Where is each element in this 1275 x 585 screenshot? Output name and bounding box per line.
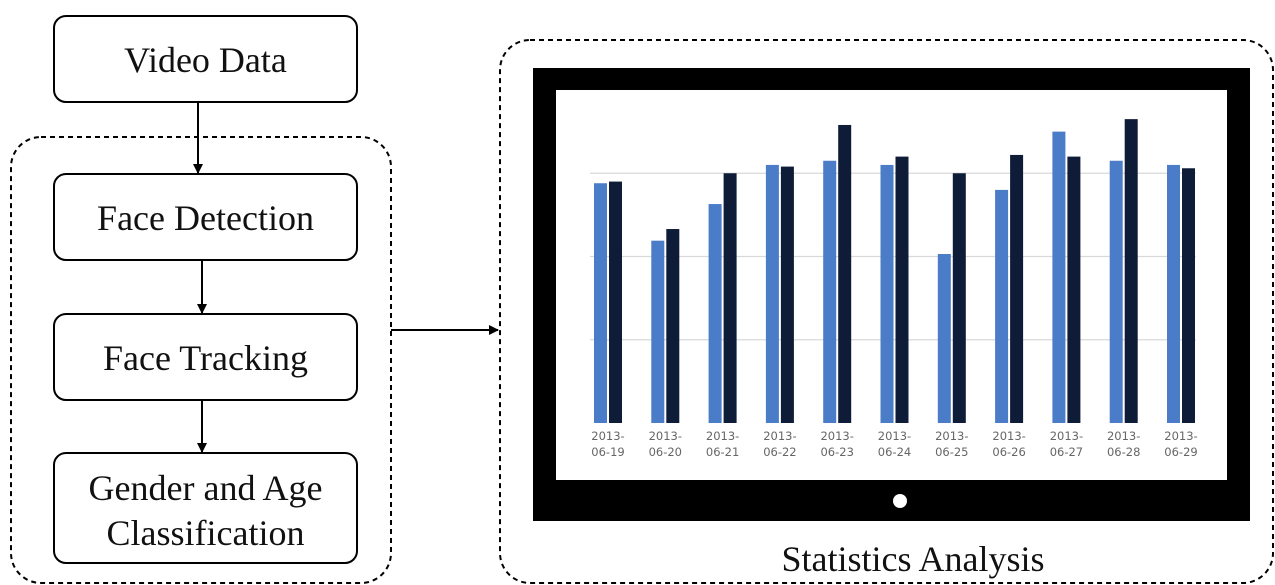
x-tick-label: 06-21 (706, 445, 739, 459)
bar-series-1-2013-06-20 (651, 240, 665, 423)
bar-series-2-2013-06-28 (1124, 119, 1138, 423)
x-tick-label: 2013- (1164, 429, 1197, 443)
x-tick-label: 06-24 (878, 445, 911, 459)
video-data-label: Video Data (124, 40, 287, 80)
face-detection-node: Face Detection (53, 173, 358, 261)
bar-series-2-2013-06-25 (952, 173, 966, 423)
x-tick-label: 2013- (1050, 429, 1083, 443)
chart-bars (594, 119, 1195, 424)
bar-series-2-2013-06-26 (1010, 154, 1024, 423)
face-detection-label: Face Detection (97, 198, 314, 238)
x-tick-label: 2013- (878, 429, 911, 443)
bar-series-1-2013-06-25 (937, 254, 951, 423)
bar-series-1-2013-06-28 (1109, 160, 1123, 423)
chart-tick-labels: 2013- 06-19 2013- 06-20 2013- 06-21 2013- 06-22… (591, 429, 1197, 459)
processing-group (10, 136, 392, 584)
face-tracking-node: Face Tracking (53, 313, 358, 401)
statistics-group (499, 39, 1274, 584)
bar-chart: 2013- 06-19 2013- 06-20 2013- 06-21 2013- 06-22… (590, 119, 1198, 459)
bar-series-2-2013-06-23 (838, 124, 852, 423)
bar-series-1-2013-06-22 (765, 164, 779, 424)
x-tick-label: 06-22 (763, 445, 796, 459)
bar-series-1-2013-06-24 (880, 164, 894, 424)
bar-series-2-2013-06-27 (1067, 156, 1081, 423)
bar-series-1-2013-06-19 (594, 183, 607, 423)
x-tick-label: 2013- (763, 429, 796, 443)
video-data-node: Video Data (53, 15, 358, 103)
statistics-analysis-label: Statistics Analysis (781, 539, 1044, 579)
x-tick-label: 06-27 (1050, 445, 1083, 459)
x-tick-label: 2013- (935, 429, 968, 443)
x-tick-label: 06-26 (992, 445, 1025, 459)
gender-age-label-line2: Classification (107, 513, 305, 553)
bar-series-1-2013-06-26 (995, 189, 1009, 423)
x-tick-label: 06-19 (591, 445, 624, 459)
gender-age-label-line1: Gender and Age (89, 468, 323, 508)
x-tick-label: 06-20 (649, 445, 682, 459)
x-tick-label: 06-28 (1107, 445, 1140, 459)
x-tick-label: 06-23 (820, 445, 853, 459)
x-tick-label: 2013- (649, 429, 682, 443)
face-tracking-label: Face Tracking (103, 338, 308, 378)
x-tick-label: 06-25 (935, 445, 968, 459)
x-tick-label: 2013- (706, 429, 739, 443)
x-tick-label: 2013- (1107, 429, 1140, 443)
x-tick-label: 2013- (591, 429, 624, 443)
gender-age-classification-node: Gender and Age Classification (53, 452, 358, 564)
bar-series-1-2013-06-29 (1167, 164, 1180, 424)
monitor-power-button-icon (893, 494, 907, 508)
bar-series-1-2013-06-21 (708, 204, 722, 423)
x-tick-label: 2013- (992, 429, 1025, 443)
bar-series-2-2013-06-24 (895, 156, 909, 423)
x-tick-label: 06-29 (1164, 445, 1197, 459)
bar-series-2-2013-06-19 (609, 181, 622, 423)
x-tick-label: 2013- (820, 429, 853, 443)
bar-series-2-2013-06-20 (666, 229, 680, 423)
bar-series-2-2013-06-21 (723, 173, 737, 423)
bar-series-1-2013-06-23 (823, 160, 837, 423)
bar-series-2-2013-06-29 (1182, 168, 1195, 423)
bar-series-2-2013-06-22 (780, 166, 794, 423)
bar-series-1-2013-06-27 (1052, 131, 1066, 423)
